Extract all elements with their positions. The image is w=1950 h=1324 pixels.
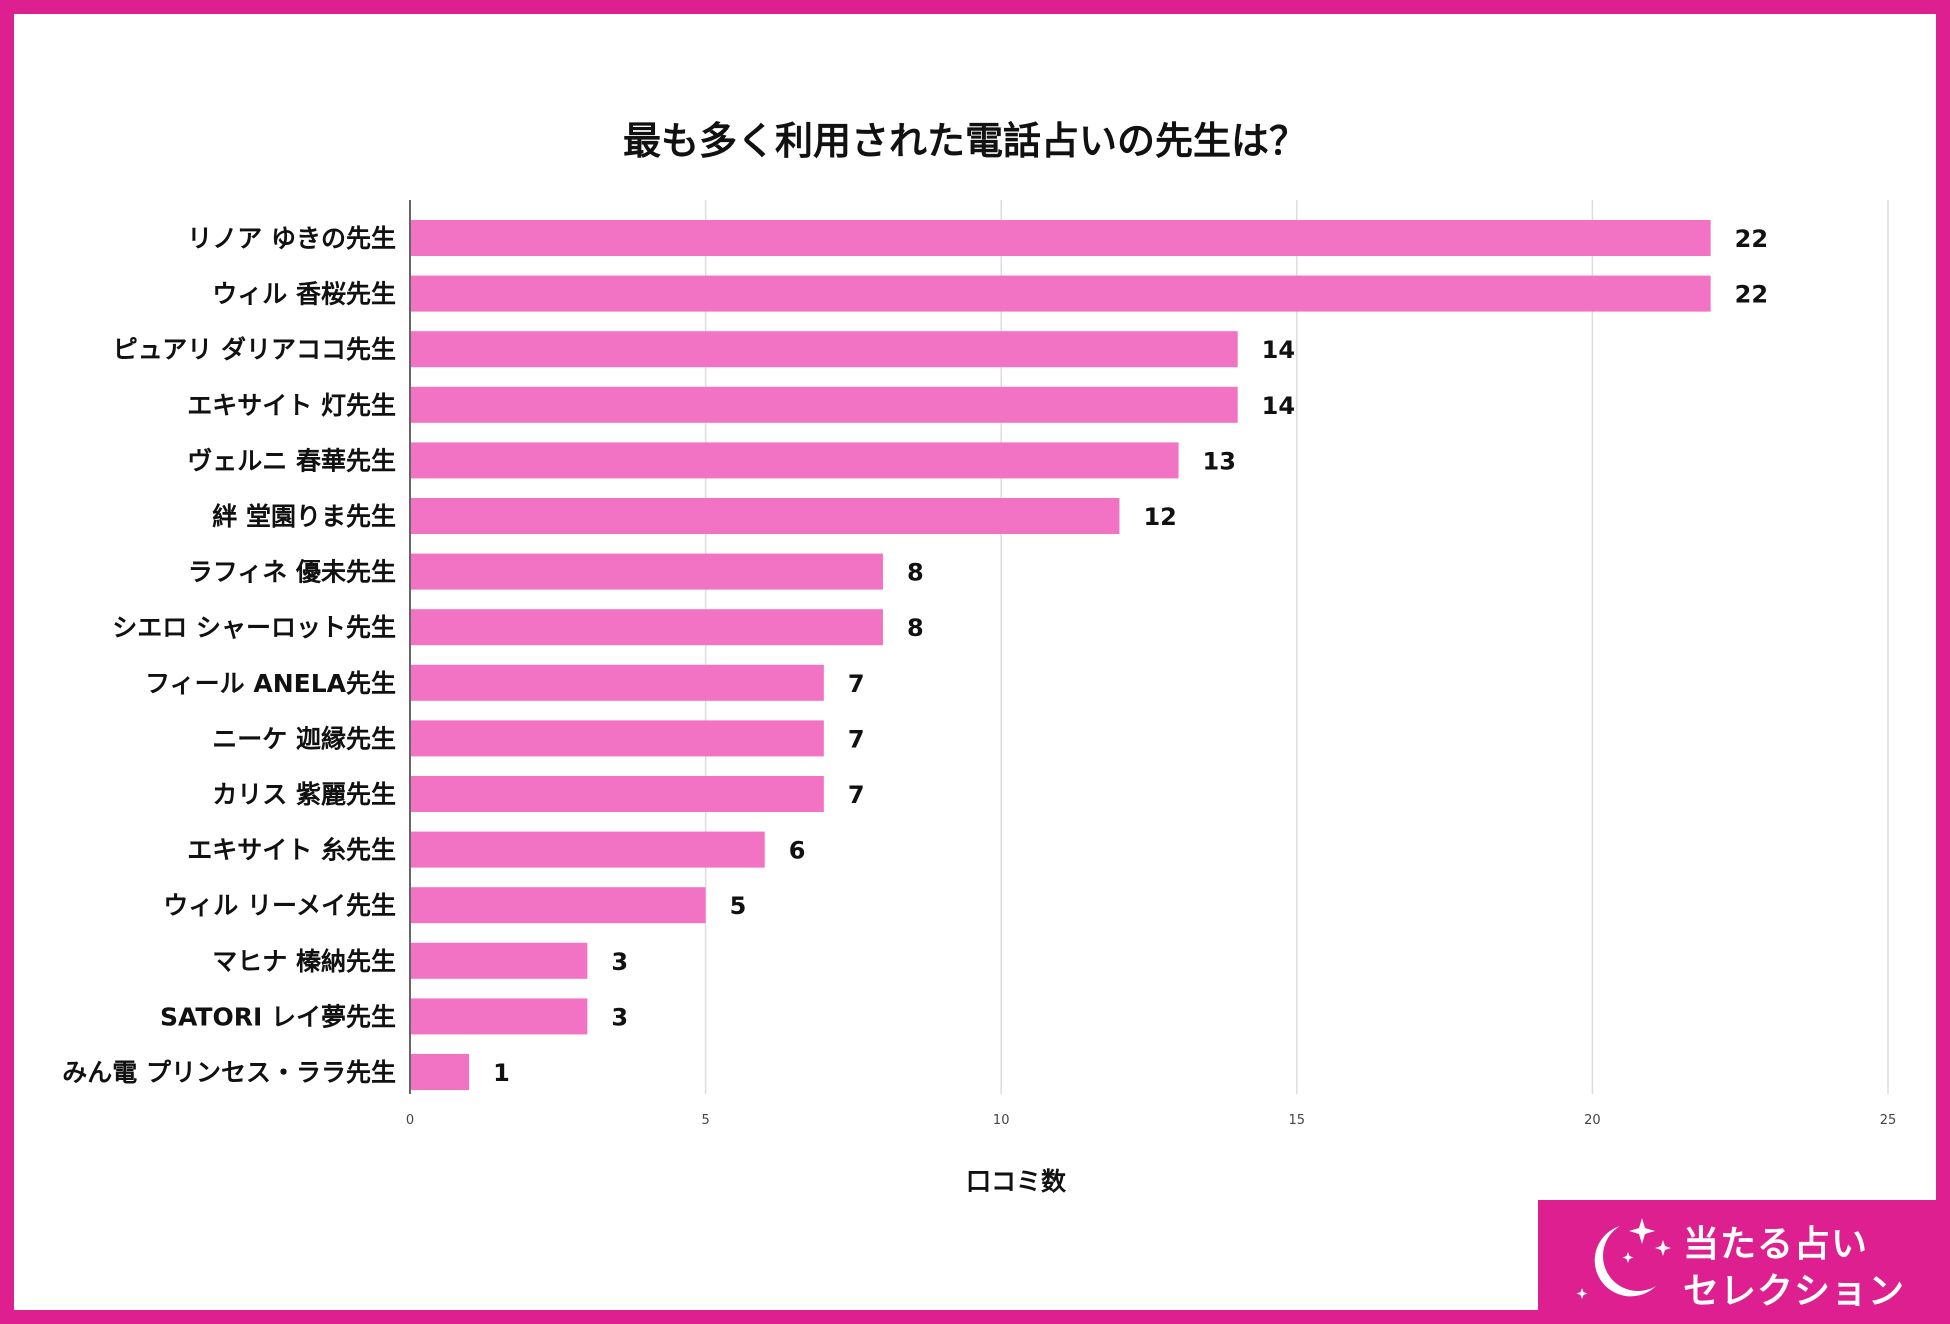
bar-14	[411, 998, 588, 1035]
category-label-15: みん電 プリンセス・ララ先生	[62, 1058, 396, 1087]
category-label-6: ラフィネ 優未先生	[188, 558, 396, 587]
category-label-0: リノア ゆきの先生	[187, 224, 396, 253]
chart-title: 最も多く利用された電話占いの先生は？	[622, 119, 1307, 163]
category-label-10: カリス 紫麗先生	[212, 780, 396, 809]
bar-4	[411, 442, 1179, 479]
category-label-3: エキサイト 灯先生	[187, 391, 396, 420]
x-axis-title: 口コミ数	[966, 1167, 1067, 1196]
bar-13	[411, 942, 588, 979]
value-label-4: 13	[1203, 447, 1236, 475]
bar-5	[411, 498, 1120, 534]
bar-11	[411, 831, 765, 868]
bar-2	[411, 331, 1238, 368]
x-tick-label-25: 25	[1880, 1113, 1897, 1128]
value-label-9: 7	[848, 725, 865, 753]
category-label-2: ピュアリ ダリアココ先生	[113, 335, 396, 364]
bar-15	[411, 1054, 470, 1090]
x-tick-label-20: 20	[1584, 1113, 1601, 1128]
category-label-4: ヴェルニ 春華先生	[187, 446, 396, 475]
value-label-11: 6	[789, 837, 806, 865]
value-label-8: 7	[848, 670, 865, 698]
category-label-14: SATORI レイ夢先生	[160, 1002, 396, 1031]
bar-9	[411, 720, 824, 757]
brand-name-line2: セレクション	[1683, 1271, 1906, 1312]
value-label-12: 5	[730, 892, 747, 920]
value-label-14: 3	[611, 1003, 628, 1031]
x-tick-label-10: 10	[993, 1113, 1010, 1128]
value-label-13: 3	[611, 948, 628, 976]
bar-10	[411, 776, 824, 812]
x-tick-label-0: 0	[406, 1113, 414, 1128]
x-tick-label-5: 5	[701, 1113, 709, 1128]
x-tick-label-15: 15	[1289, 1113, 1306, 1128]
moon-stars-icon	[1576, 1218, 1671, 1299]
bar-12	[411, 887, 706, 924]
category-label-7: シエロ シャーロット先生	[112, 613, 396, 642]
brand-logo: 当たる占い セレクション	[1538, 1200, 1936, 1312]
value-label-3: 14	[1262, 392, 1295, 420]
category-label-1: ウィル 香桜先生	[212, 280, 396, 309]
value-label-15: 1	[493, 1059, 510, 1087]
category-label-9: ニーケ 迦縁先生	[212, 724, 396, 753]
value-label-10: 7	[848, 781, 865, 809]
category-label-12: ウィル リーメイ先生	[163, 891, 396, 920]
value-label-6: 8	[907, 559, 924, 587]
bar-3	[411, 386, 1238, 423]
bar-6	[411, 553, 883, 590]
category-label-5: 絆 堂園りま先生	[212, 502, 396, 531]
bar-0	[411, 220, 1711, 256]
bar-7	[411, 609, 883, 646]
category-label-8: フィール ANELA先生	[145, 669, 396, 698]
value-label-2: 14	[1262, 336, 1295, 364]
value-label-7: 8	[907, 614, 924, 642]
brand-name-line1: 当たる占い	[1683, 1224, 1869, 1265]
value-label-0: 22	[1735, 225, 1768, 253]
category-label-13: マヒナ 榛納先生	[212, 947, 396, 976]
value-label-5: 12	[1143, 503, 1176, 531]
value-label-1: 22	[1735, 281, 1768, 309]
bar-8	[411, 664, 824, 701]
bar-1	[411, 275, 1711, 312]
category-label-11: エキサイト 糸先生	[187, 836, 396, 865]
